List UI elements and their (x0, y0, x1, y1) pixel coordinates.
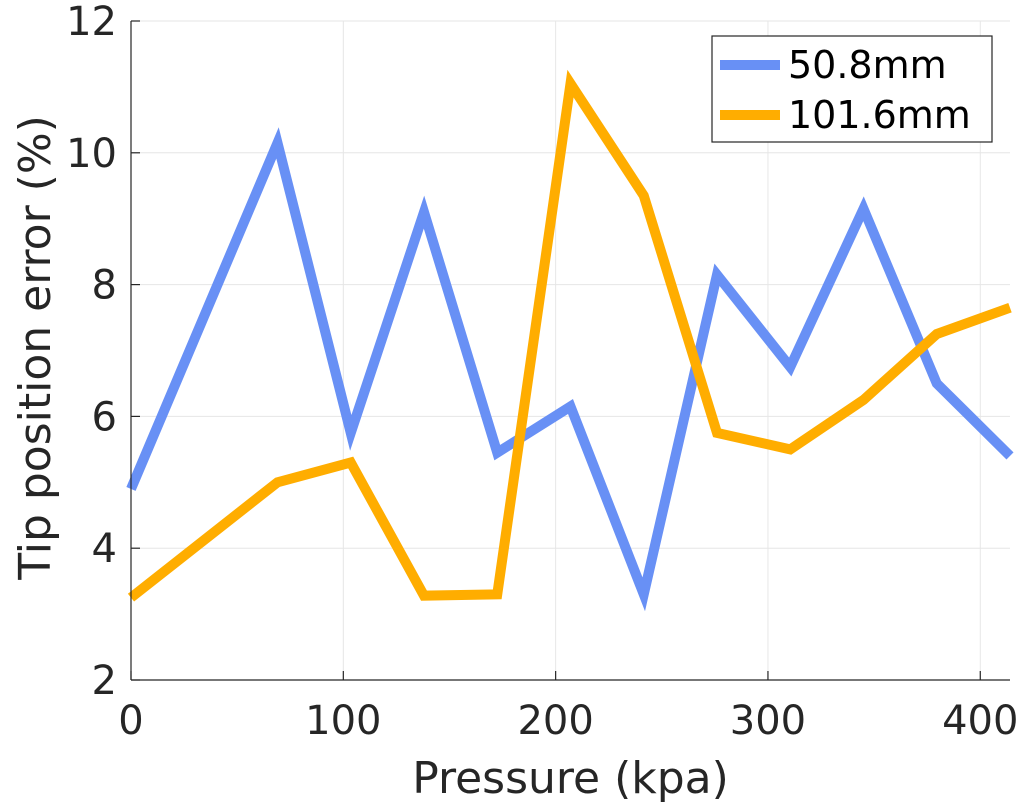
y-axis-title: Tip position error (%) (10, 115, 61, 581)
tick-labels: 0 100 200 300 400 2 4 6 8 10 12 (66, 0, 1018, 744)
x-tick-label: 300 (730, 698, 806, 744)
series-line-50.8mm (126, 127, 1014, 612)
y-tick-label: 8 (92, 263, 117, 309)
x-tick-label: 200 (517, 698, 593, 744)
y-tick-label: 12 (66, 0, 117, 45)
x-tick-label: 0 (118, 698, 143, 744)
legend-label-50.8mm: 50.8mm (788, 43, 947, 87)
x-axis-title: Pressure (kpa) (412, 753, 729, 804)
legend-box (711, 35, 993, 143)
legend: 50.8mm 101.6mm (711, 35, 993, 143)
series-line-101.6mm (127, 69, 1012, 602)
legend-label-101.6mm: 101.6mm (788, 93, 971, 137)
axes (130, 20, 1010, 681)
x-tick-label: 400 (942, 698, 1018, 744)
grid (130, 20, 1010, 681)
x-tick-label: 100 (305, 698, 381, 744)
series-layer (126, 69, 1014, 612)
y-tick-label: 10 (66, 131, 117, 177)
y-tick-label: 2 (92, 658, 117, 704)
y-tick-label: 4 (92, 526, 117, 572)
y-tick-label: 6 (92, 394, 117, 440)
